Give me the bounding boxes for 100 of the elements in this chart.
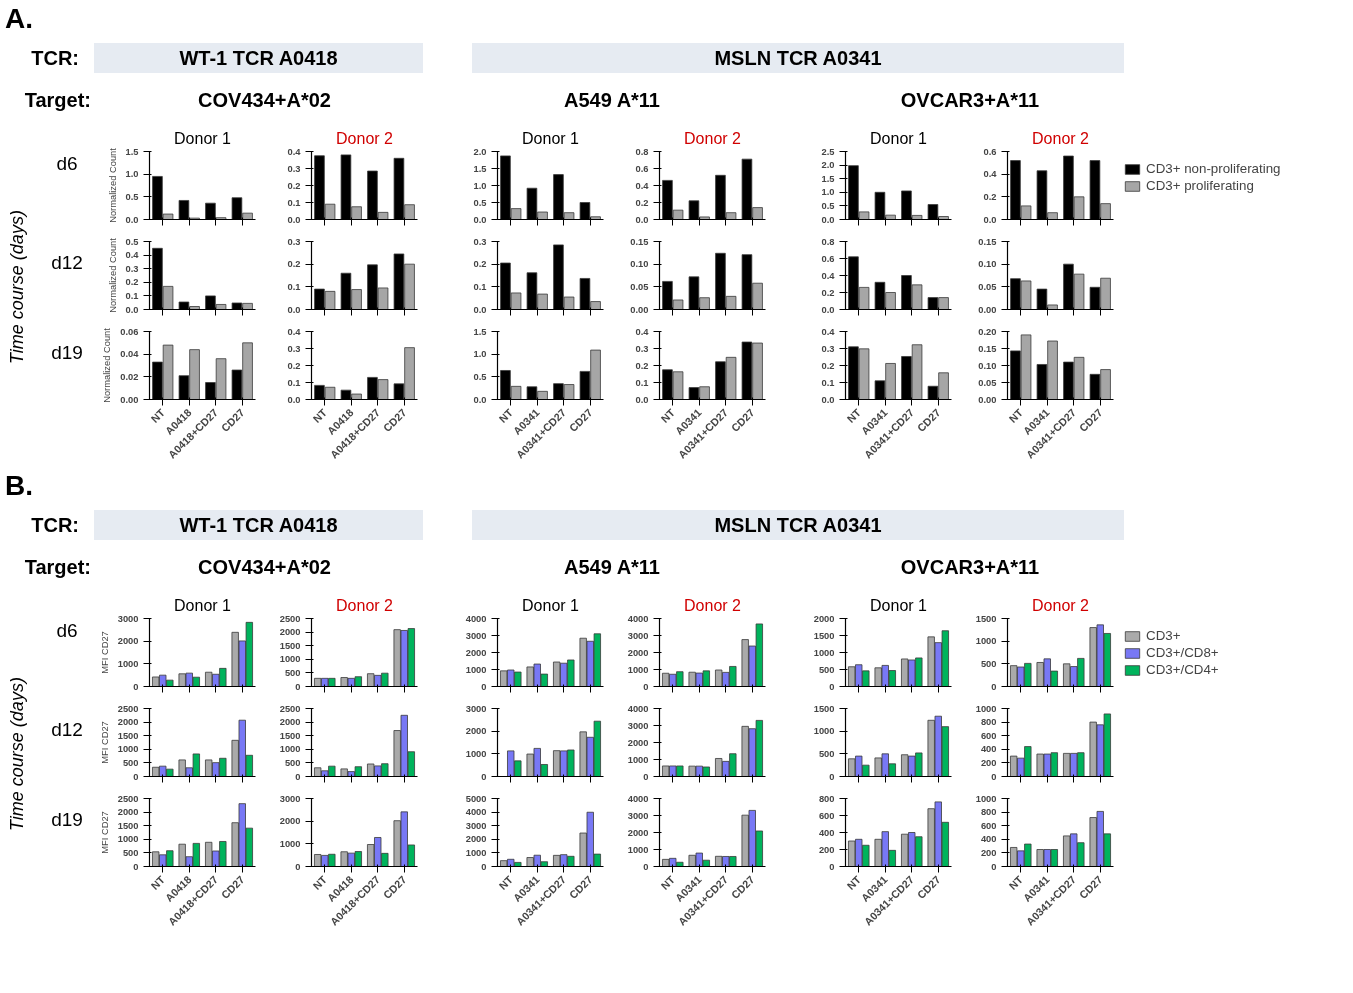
y-tick-label: 1000 (279, 744, 301, 755)
y-tick-label: 4000 (465, 613, 487, 624)
y-tick-label: 0.2 (821, 360, 835, 371)
y-tick-label: 800 (980, 807, 997, 818)
y-tick-label: 0.4 (125, 250, 140, 261)
y-tick-label: 0.0 (287, 214, 301, 225)
y-tick-label: 0.0 (473, 214, 487, 225)
y-tick-label: 600 (818, 810, 835, 821)
y-tick-label: 0.4 (821, 270, 836, 281)
y-tick-label: 1000 (813, 726, 835, 737)
text: TCR: (31, 46, 79, 71)
text: d12 (51, 718, 83, 742)
y-tick-label: 0 (295, 771, 301, 782)
y-tick-label: 0 (481, 681, 487, 692)
y-tick-label: 0.0 (287, 304, 301, 315)
y-axis-title: Normalized Count (107, 237, 118, 313)
chart-title: Donor 1 (522, 129, 580, 147)
y-tick-label: 2000 (627, 647, 649, 658)
y-tick-label: 1000 (975, 793, 997, 804)
y-tick-label: 1000 (975, 636, 997, 647)
y-tick-label: 3000 (627, 720, 649, 731)
y-tick-label: 2000 (279, 717, 301, 728)
y-tick-label: 3000 (627, 630, 649, 641)
y-tick-label: 0 (991, 771, 997, 782)
y-axis-title: MFI CD27 (99, 631, 110, 674)
y-tick-label: 1.5 (473, 163, 487, 174)
y-tick-label: 0.0 (473, 394, 487, 405)
y-tick-label: 0.4 (821, 326, 836, 337)
y-tick-label: 2000 (279, 627, 301, 638)
text: TCR: (31, 513, 79, 538)
y-tick-label: 1000 (117, 744, 139, 755)
y-tick-label: 500 (284, 667, 301, 678)
chart-title: Donor 1 (174, 596, 232, 614)
y-tick-label: 2500 (117, 703, 139, 714)
y-tick-label: 2000 (117, 807, 139, 818)
y-tick-label: 0 (481, 861, 487, 872)
y-tick-label: 0.0 (821, 394, 835, 405)
y-tick-label: 0.00 (120, 394, 139, 405)
y-axis-title: Normalized Count (107, 147, 118, 223)
y-tick-label: 0.2 (821, 287, 835, 298)
text: A. (5, 3, 33, 34)
y-axis-title: MFI CD27 (99, 811, 110, 854)
x-tick-label: NT (496, 872, 516, 892)
y-tick-label: 1000 (465, 748, 487, 759)
y-tick-label: 0.0 (125, 214, 139, 225)
y-tick-label: 3000 (465, 820, 487, 831)
y-tick-label: 0.0 (635, 214, 649, 225)
x-tick-label: NT (496, 405, 516, 425)
text: d6 (56, 619, 78, 643)
y-tick-label: 0.00 (978, 304, 997, 315)
y-tick-label: 2500 (117, 793, 139, 804)
y-tick-label: 0.1 (821, 377, 835, 388)
y-tick-label: 1.5 (821, 173, 835, 184)
y-tick-label: 0.5 (125, 191, 139, 202)
y-tick-label: 400 (980, 834, 997, 845)
y-tick-label: 0 (829, 861, 835, 872)
y-tick-label: 3000 (117, 613, 139, 624)
y-tick-label: 2.0 (821, 160, 835, 171)
y-tick-label: 0.5 (473, 371, 487, 382)
y-tick-label: 0.3 (635, 343, 649, 354)
text: d6 (56, 152, 78, 176)
y-tick-label: 0.3 (287, 236, 301, 247)
text: d19 (51, 808, 83, 832)
y-tick-label: 2000 (465, 726, 487, 737)
text: d19 (51, 341, 83, 365)
y-tick-label: 0.2 (635, 197, 649, 208)
y-tick-label: 1000 (279, 654, 301, 665)
y-tick-label: 0.3 (473, 236, 487, 247)
text: d12 (51, 251, 83, 275)
text: Target: (24, 88, 91, 113)
y-tick-label: 1500 (279, 730, 301, 741)
y-tick-label: 0.8 (821, 236, 835, 247)
y-tick-label: 4000 (627, 613, 649, 624)
y-tick-label: 1.0 (821, 187, 835, 198)
y-tick-label: 2.0 (473, 146, 487, 157)
chart-title: Donor 2 (336, 596, 394, 614)
x-tick-label: NT (844, 405, 864, 425)
x-tick-label: NT (148, 405, 168, 425)
y-tick-label: 0.1 (287, 197, 301, 208)
y-tick-label: 0.06 (120, 326, 139, 337)
legend-label: CD3+/CD4+ (1146, 662, 1219, 677)
y-tick-label: 0.05 (978, 281, 997, 292)
x-tick-label: NT (658, 405, 678, 425)
y-tick-label: 1000 (279, 838, 301, 849)
y-tick-label: 0.0 (635, 394, 649, 405)
y-tick-label: 0.0 (983, 214, 997, 225)
y-tick-label: 800 (980, 717, 997, 728)
y-tick-label: 0 (295, 681, 301, 692)
y-tick-label: 2500 (279, 613, 301, 624)
y-tick-label: 1500 (975, 613, 997, 624)
y-tick-label: 0.8 (635, 146, 649, 157)
y-tick-label: 0 (481, 771, 487, 782)
y-tick-label: 0.6 (821, 253, 835, 264)
y-tick-label: 0 (991, 861, 997, 872)
x-tick-label: NT (658, 872, 678, 892)
y-tick-label: 1500 (813, 630, 835, 641)
y-tick-label: 0.0 (125, 304, 139, 315)
y-tick-label: 2000 (627, 737, 649, 748)
y-tick-label: 1000 (627, 754, 649, 765)
y-tick-label: 0.6 (635, 163, 649, 174)
